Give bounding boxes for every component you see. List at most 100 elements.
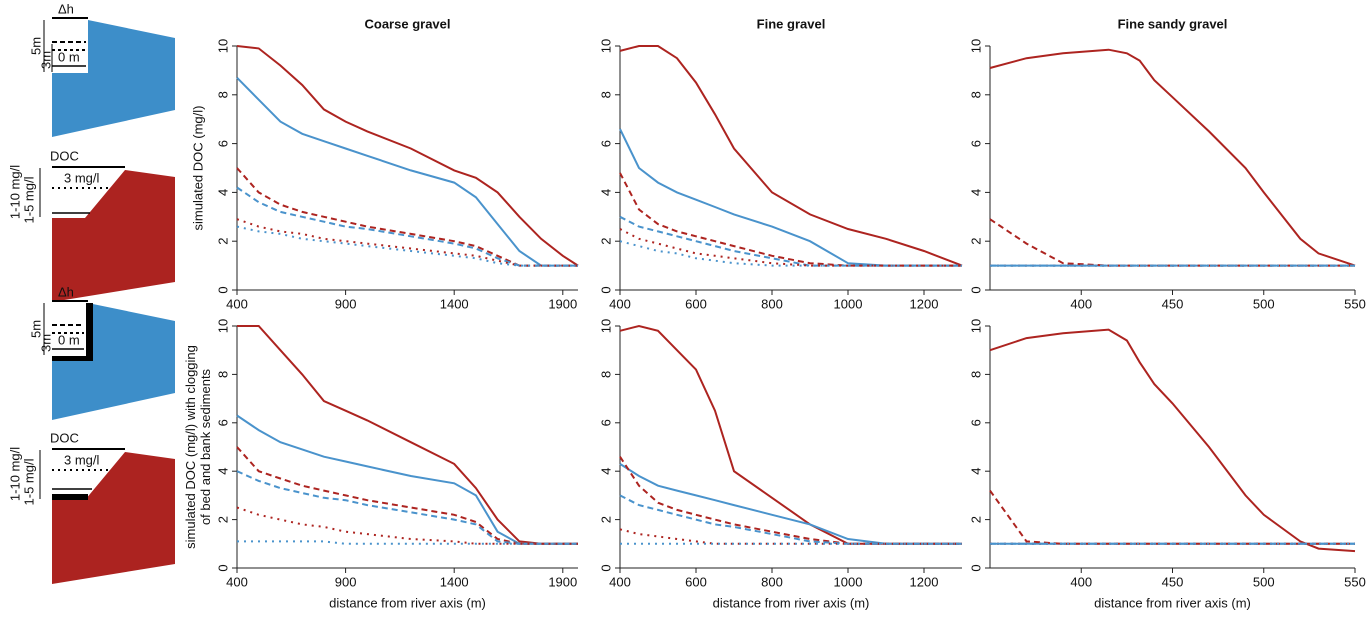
series-line bbox=[619, 240, 962, 267]
series-line bbox=[989, 490, 1355, 545]
y-tick-label: 2 bbox=[968, 516, 983, 523]
x-tick-label: 400 bbox=[226, 296, 248, 311]
series-line bbox=[989, 218, 1355, 267]
y-tick-label: 6 bbox=[215, 140, 230, 147]
panel-title: Fine gravel bbox=[757, 16, 826, 31]
y-tick-label: 4 bbox=[598, 468, 613, 475]
series-line bbox=[619, 463, 962, 545]
x-tick-label: 800 bbox=[761, 296, 783, 311]
y-axis-label: simulated DOC (mg/l) bbox=[190, 106, 205, 231]
y-tick-label: 0 bbox=[598, 286, 613, 293]
x-tick-label: 600 bbox=[685, 574, 707, 589]
y-tick-label: 2 bbox=[215, 238, 230, 245]
x-axis-label: distance from river axis (m) bbox=[329, 595, 486, 610]
series-line bbox=[989, 48, 1356, 267]
label: DOC bbox=[50, 430, 79, 445]
panel-title: Coarse gravel bbox=[365, 16, 451, 31]
x-tick-label: 400 bbox=[609, 574, 631, 589]
y-tick-label: 4 bbox=[598, 189, 613, 196]
series-line bbox=[619, 324, 962, 545]
series-line bbox=[236, 186, 578, 267]
y-tick-label: 10 bbox=[598, 319, 613, 333]
x-tick-label: 900 bbox=[335, 296, 357, 311]
x-tick-label: 400 bbox=[1070, 574, 1092, 589]
x-tick-label: 1400 bbox=[440, 574, 469, 589]
y-tick-label: 10 bbox=[968, 319, 983, 333]
y-tick-label: 8 bbox=[215, 91, 230, 98]
label: 3 mg/l bbox=[64, 170, 100, 185]
x-tick-label: 450 bbox=[1162, 296, 1184, 311]
y-tick-label: 10 bbox=[215, 319, 230, 333]
series-line bbox=[619, 215, 962, 267]
series-line bbox=[236, 45, 579, 267]
x-tick-label: 600 bbox=[685, 296, 707, 311]
label: 3 mg/l bbox=[64, 452, 100, 467]
y-tick-label: 4 bbox=[215, 189, 230, 196]
x-tick-label: 1400 bbox=[440, 296, 469, 311]
y-tick-label: 6 bbox=[968, 419, 983, 426]
x-tick-label: 400 bbox=[1070, 296, 1092, 311]
water-schematic: Δh 5m 3m 0 m bbox=[28, 1, 175, 137]
y-tick-label: 6 bbox=[215, 419, 230, 426]
label: 1-10 mg/l bbox=[7, 165, 22, 219]
y-tick-label: 2 bbox=[598, 516, 613, 523]
series-line bbox=[236, 414, 578, 545]
x-tick-label: 500 bbox=[1253, 574, 1275, 589]
y-tick-label: 0 bbox=[968, 286, 983, 293]
x-tick-label: 1000 bbox=[834, 574, 863, 589]
doc-schematic-clogged: DOC 1-10 mg/l 1-5 mg/l 3 mg/l bbox=[7, 430, 175, 584]
x-axis-label: distance from river axis (m) bbox=[713, 595, 870, 610]
label: DOC bbox=[50, 148, 79, 163]
water-schematic-clogged: Δh 5m 3m 0 m bbox=[28, 284, 175, 420]
label: Δh bbox=[58, 1, 74, 16]
series-line bbox=[236, 218, 578, 267]
y-tick-label: 0 bbox=[215, 286, 230, 293]
series-line bbox=[236, 470, 578, 545]
label: Δh bbox=[58, 284, 74, 299]
series-line bbox=[619, 128, 962, 267]
series-line bbox=[236, 446, 578, 545]
label: 5m bbox=[28, 37, 43, 55]
series-line bbox=[236, 167, 578, 267]
x-tick-label: 400 bbox=[609, 296, 631, 311]
series-line bbox=[619, 456, 962, 545]
x-tick-label: 550 bbox=[1344, 296, 1366, 311]
y-tick-label: 8 bbox=[598, 371, 613, 378]
y-tick-label: 4 bbox=[968, 468, 983, 475]
y-tick-label: 6 bbox=[598, 419, 613, 426]
series-line bbox=[236, 506, 578, 545]
series-line bbox=[237, 540, 578, 545]
label: 3m bbox=[38, 51, 53, 69]
y-tick-label: 8 bbox=[968, 371, 983, 378]
panel-title: Fine sandy gravel bbox=[1118, 16, 1228, 31]
y-tick-label: 6 bbox=[968, 140, 983, 147]
x-tick-label: 400 bbox=[226, 574, 248, 589]
x-tick-label: 1200 bbox=[910, 574, 939, 589]
y-tick-label: 0 bbox=[598, 564, 613, 571]
label: 5m bbox=[28, 320, 43, 338]
x-tick-label: 450 bbox=[1162, 574, 1184, 589]
label: 1-5 mg/l bbox=[21, 458, 36, 505]
series-line bbox=[619, 172, 962, 267]
y-tick-label: 8 bbox=[215, 371, 230, 378]
x-tick-label: 1900 bbox=[548, 296, 577, 311]
label: 1-5 mg/l bbox=[21, 176, 36, 223]
y-tick-label: 0 bbox=[968, 564, 983, 571]
label: 1-10 mg/l bbox=[7, 447, 22, 501]
y-axis-label: of bed and bank sediments bbox=[198, 368, 213, 525]
x-tick-label: 800 bbox=[761, 574, 783, 589]
series-line bbox=[236, 225, 578, 267]
label: 0 m bbox=[58, 49, 80, 64]
x-tick-label: 1200 bbox=[910, 296, 939, 311]
x-tick-label: 1000 bbox=[834, 296, 863, 311]
y-tick-label: 8 bbox=[968, 91, 983, 98]
x-axis-label: distance from river axis (m) bbox=[1094, 595, 1251, 610]
y-tick-label: 2 bbox=[598, 238, 613, 245]
y-axis-label: simulated DOC (mg/l) with clogging bbox=[183, 345, 198, 549]
y-tick-label: 6 bbox=[598, 140, 613, 147]
y-tick-label: 10 bbox=[598, 39, 613, 53]
series-line bbox=[236, 76, 578, 267]
label: 0 m bbox=[58, 332, 80, 347]
y-tick-label: 4 bbox=[968, 189, 983, 196]
